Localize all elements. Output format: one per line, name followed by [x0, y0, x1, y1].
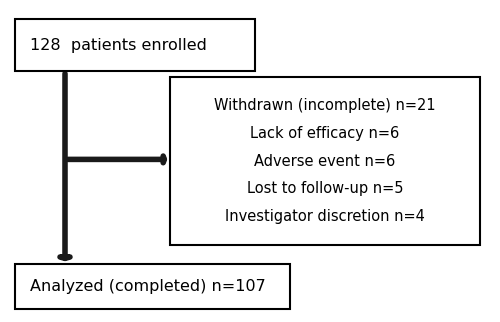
Bar [15, 19, 255, 71]
Text: Adverse event n=6: Adverse event n=6 [254, 154, 396, 168]
Text: Lack of efficacy n=6: Lack of efficacy n=6 [250, 126, 400, 141]
Text: Investigator discretion n=4: Investigator discretion n=4 [225, 209, 425, 224]
Bar [170, 77, 480, 245]
Bar [15, 264, 290, 309]
Text: Withdrawn (incomplete) n=21: Withdrawn (incomplete) n=21 [214, 98, 436, 113]
Text: 128  patients enrolled: 128 patients enrolled [30, 38, 207, 52]
Text: Analyzed (completed) n=107: Analyzed (completed) n=107 [30, 279, 266, 294]
Text: Lost to follow-up n=5: Lost to follow-up n=5 [247, 181, 403, 196]
